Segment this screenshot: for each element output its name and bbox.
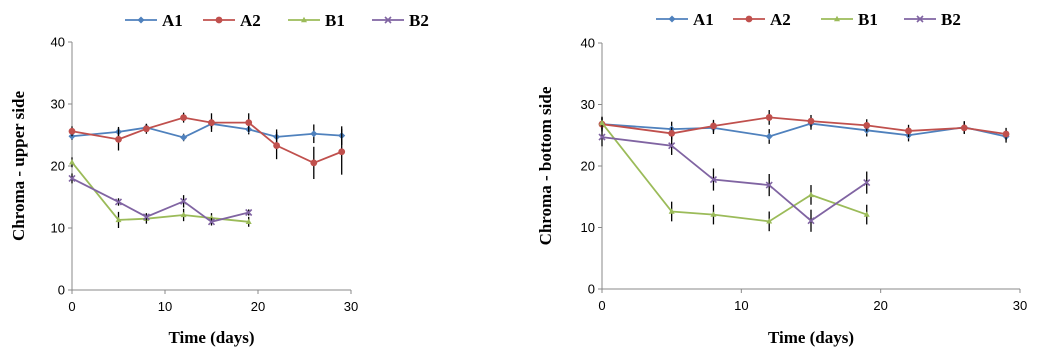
y-tick-label: 30 <box>51 97 65 112</box>
legend-marker-b1 <box>834 15 840 22</box>
series-b2-point <box>807 217 815 225</box>
series-a2-point <box>1002 130 1010 138</box>
series-b1-point <box>808 191 814 198</box>
series-b1-point <box>208 214 215 221</box>
series-a2-point <box>960 124 968 132</box>
series-b1-point <box>115 216 122 223</box>
x-tick-label: 10 <box>158 299 172 314</box>
series-a2-line <box>71 116 343 164</box>
series-b2-point <box>863 179 871 187</box>
series-a1-point <box>765 132 773 140</box>
y-tick-label: 0 <box>58 283 65 298</box>
legend-marker-a2 <box>215 16 223 24</box>
series-b1-point <box>180 211 187 218</box>
series-b1-point <box>245 218 252 224</box>
legend-marker-b2 <box>384 16 392 24</box>
series-a2-point <box>115 135 122 143</box>
series-b2-point <box>142 213 150 221</box>
series-b1-point <box>766 218 773 224</box>
series-a2-point <box>863 122 871 129</box>
series-b1-point <box>710 211 717 217</box>
x-axis-title: Time (days) <box>168 328 254 347</box>
series-b2-point <box>207 218 216 226</box>
x-axis-title: Time (days) <box>768 328 854 347</box>
series-a2-point <box>765 114 773 121</box>
x-tick-label: 20 <box>873 298 887 313</box>
series-a2-point <box>310 159 318 167</box>
series-a1-line <box>601 122 1007 138</box>
x-tick-label: 10 <box>734 298 748 313</box>
series-b2-point <box>180 197 188 205</box>
series-a2-point <box>245 119 253 126</box>
y-axis-title: Chroma - upper side <box>9 91 28 241</box>
legend-label-b1: B1 <box>858 10 878 29</box>
series-b2-point <box>668 142 676 150</box>
series-b2-point <box>68 174 76 182</box>
series-b1-point <box>69 159 75 165</box>
legend-label-b2: B2 <box>409 11 429 30</box>
series-b2-point <box>598 133 606 141</box>
series-b1-point <box>863 211 870 217</box>
series-a1-point <box>310 130 318 138</box>
legend-label-a2: A2 <box>240 11 261 30</box>
y-tick-label: 30 <box>581 97 595 112</box>
legend-label-b1: B1 <box>325 11 345 30</box>
series-b1-line <box>601 122 868 223</box>
series-a2-point <box>710 122 717 130</box>
series-b1-line <box>71 161 249 223</box>
series-b2-point <box>765 181 773 189</box>
chart-upper-side: 0 10 20 30 40 0 10 20 30 Time (days) Chroma - uppe… <box>9 11 429 347</box>
series-b2-point <box>245 208 253 217</box>
series-a1-line <box>71 122 342 139</box>
series-a1-point <box>180 133 188 141</box>
series-a2-point <box>338 148 346 156</box>
y-tick-label: 40 <box>51 35 65 50</box>
series-a2-point <box>208 119 215 126</box>
series-b1-point <box>668 208 675 214</box>
series-b1-point <box>599 119 605 126</box>
x-tick-label: 30 <box>1013 298 1027 313</box>
y-tick-label: 10 <box>581 220 595 235</box>
legend-marker-a1 <box>137 16 145 24</box>
series-b2-point <box>709 175 718 184</box>
legend-marker-b1 <box>301 16 307 23</box>
legend-marker-b2 <box>916 15 924 23</box>
series-a2-point <box>143 125 150 133</box>
legend-marker-a1 <box>668 15 676 23</box>
x-tick-label: 0 <box>68 299 75 314</box>
legend-label-a2: A2 <box>770 10 791 29</box>
series-a2-point <box>807 117 815 125</box>
series-b2-line <box>601 136 868 222</box>
x-tick-label: 0 <box>598 298 605 313</box>
series-a2-point <box>905 127 912 135</box>
legend-marker-a2 <box>745 15 753 23</box>
x-tick-label: 20 <box>251 299 265 314</box>
series-a2-point <box>180 114 188 122</box>
y-tick-label: 0 <box>588 282 595 297</box>
series-a2-point <box>273 142 280 149</box>
legend-label-a1: A1 <box>693 10 714 29</box>
y-tick-label: 20 <box>51 159 65 174</box>
y-tick-label: 40 <box>581 36 595 51</box>
series-a2-point <box>668 130 676 137</box>
y-axis-title: Chroma - bottom side <box>536 86 555 245</box>
y-tick-label: 20 <box>581 159 595 174</box>
series-b2-line <box>71 177 249 223</box>
chart-bottom-side: 0 10 20 30 40 0 10 20 30 Time (days) Chroma - bott… <box>536 10 1027 347</box>
y-tick-label: 10 <box>51 221 65 236</box>
x-tick-label: 30 <box>344 299 358 314</box>
legend-label-b2: B2 <box>941 10 961 29</box>
series-a2-point <box>68 127 76 135</box>
legend-label-a1: A1 <box>162 11 183 30</box>
series-b2-point <box>114 198 123 206</box>
